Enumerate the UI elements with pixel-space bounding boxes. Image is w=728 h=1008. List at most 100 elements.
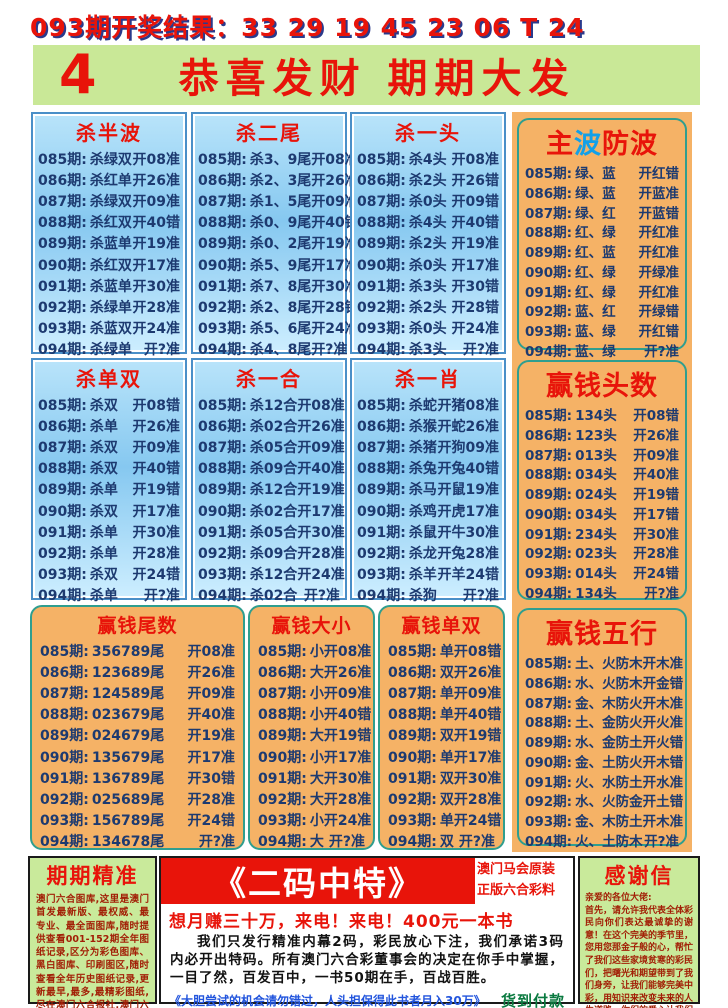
record-row: 087期: 绿、红 开蓝错 <box>525 202 679 222</box>
record-result: 开红错 <box>638 165 680 182</box>
record-period: 092期: <box>38 299 87 316</box>
record-period: 088期: <box>357 461 406 478</box>
record-result: 开40准 <box>297 461 345 478</box>
record-row: 086期: 杀猴 开蛇26准 <box>357 415 499 436</box>
erma-side-line2: 正版六合彩料 <box>477 883 556 898</box>
record-period: 090期: <box>198 503 247 520</box>
record-period: 085期: <box>357 151 406 168</box>
record-row: 091期: 火、水防土 开水准 <box>525 771 683 791</box>
title-char: 波 <box>574 129 602 160</box>
record-row: 093期: 156789尾 开24错 <box>40 810 235 831</box>
record-pick: 杀0、2尾 <box>249 236 312 253</box>
record-pick: 杀蓝双 <box>89 321 132 338</box>
record-row: 085期: 杀绿双 开08准 <box>38 148 180 169</box>
erma-banner-title: 《二码中特》 <box>161 858 475 904</box>
record-result: 开26准 <box>187 664 235 681</box>
record-pick: 杀蓝单 <box>89 278 132 295</box>
record-result: 开19准 <box>311 236 359 253</box>
box-body: 亲爱的各位大佬: 首先，请允许我代表全体彩民向你们表达最诚挚的谢意！在这个完美的… <box>585 893 694 1008</box>
record-pick: 023679尾 <box>91 707 165 724</box>
record-pick: 014头 <box>575 566 617 583</box>
record-result: 开火错 <box>642 735 684 752</box>
record-pick: 023头 <box>575 546 617 563</box>
record-result: 开09准 <box>132 439 180 456</box>
record-period: 094期: <box>525 834 573 851</box>
box-qiqi-jingzhun: 期期精准 澳门六合图库,这里是澳门首发最新版、最权威、最专业、最全面图库,随时提… <box>28 856 157 1008</box>
record-result: 开木准 <box>642 695 684 712</box>
record-pick: 杀龙 <box>408 545 437 562</box>
record-row: 090期: 杀5、9尾 开17准 <box>198 254 359 275</box>
record-result: 开28准 <box>187 791 235 808</box>
record-pick: 绿、蓝 <box>575 185 616 202</box>
record-row: 090期: 034头 开17错 <box>525 503 679 523</box>
record-pick: 杀4、8尾 <box>249 342 312 359</box>
record-pick: 杀5、6尾 <box>249 321 312 338</box>
record-period: 086期: <box>198 418 247 435</box>
record-pick: 杀双 <box>89 461 118 478</box>
record-period: 092期: <box>40 791 89 808</box>
record-row: 085期: 杀双 开08错 <box>38 394 180 415</box>
record-list: 085期: 356789尾 开08准 086期: 123689尾 开26准 087期: 124… <box>32 638 243 852</box>
record-period: 093期: <box>198 567 247 584</box>
record-list: 085期: 134头 开08错 086期: 123头 开26准 087期: 013头 开09准 0… <box>519 403 685 602</box>
record-result: 开28准 <box>132 545 180 562</box>
record-result: 开24错 <box>132 567 180 584</box>
record-pick: 水、金防土 <box>575 735 643 752</box>
record-pick: 234头 <box>575 526 617 543</box>
record-period: 087期: <box>40 685 89 702</box>
record-result: 开?准 <box>462 342 499 359</box>
record-row: 089期: 大开19错 <box>258 725 371 746</box>
record-row: 090期: 杀0头 开17准 <box>357 254 499 275</box>
panel-title: 杀一合 <box>236 367 302 391</box>
record-row: 093期: 金、木防土 开木准 <box>525 810 683 830</box>
record-period: 089期: <box>388 728 437 745</box>
record-result: 开蓝准 <box>638 185 680 202</box>
record-result: 开红准 <box>638 225 680 242</box>
record-period: 091期: <box>258 770 307 787</box>
record-period: 094期: <box>357 588 406 605</box>
record-result: 开?准 <box>328 834 365 851</box>
record-row: 093期: 杀12合 开24准 <box>198 564 345 585</box>
record-period: 092期: <box>198 299 247 316</box>
record-result: 开30准 <box>311 278 359 295</box>
record-row: 092期: 大开28准 <box>258 788 371 809</box>
record-pick: 红、蓝 <box>575 245 616 262</box>
record-pick: 杀羊 <box>408 567 437 584</box>
record-row: 088期: 023679尾 开40准 <box>40 704 235 725</box>
record-row: 085期: 小开08准 <box>258 640 371 661</box>
record-row: 091期: 红、绿 开红准 <box>525 281 679 301</box>
record-pick: 杀0头 <box>408 193 447 210</box>
record-pick: 杀单 <box>89 418 118 435</box>
record-pick: 杀02合 <box>249 503 298 520</box>
record-period: 092期: <box>357 545 406 562</box>
record-period: 092期: <box>388 791 437 808</box>
record-result: 开17准 <box>297 503 345 520</box>
record-pick: 杀4头 <box>408 215 447 232</box>
record-period: 087期: <box>525 205 573 222</box>
record-pick: 小 <box>309 685 324 702</box>
record-result: 开24准 <box>311 321 359 338</box>
record-result: 开兔28准 <box>437 545 499 562</box>
record-row: 094期: 杀狗 开?准 <box>357 585 499 606</box>
record-result: 开羊24错 <box>437 567 499 584</box>
record-result: 开24错 <box>187 813 235 830</box>
record-period: 093期: <box>388 813 437 830</box>
record-period: 090期: <box>40 749 89 766</box>
record-result: 开09准 <box>132 193 180 210</box>
record-row: 087期: 杀0头 开09错 <box>357 190 499 211</box>
record-period: 094期: <box>258 834 307 851</box>
record-result: 开?准 <box>303 588 340 605</box>
record-row: 088期: 小开40错 <box>258 704 371 725</box>
record-period: 091期: <box>525 774 573 791</box>
record-result: 开19准 <box>451 236 499 253</box>
box-body: 澳门六合图库,这里是澳门首发最新版、最权威、最专业、最全面图库,随时提供查看00… <box>36 894 149 1008</box>
record-list: 085期: 杀绿双 开08准 086期: 杀红单 开26准 087期: 杀绿双 开09准 088期… <box>33 146 185 360</box>
record-row: 088期: 034头 开40准 <box>525 463 679 483</box>
record-result: 开?准 <box>644 834 679 851</box>
record-period: 088期: <box>40 707 89 724</box>
record-result: 开鼠19准 <box>437 482 499 499</box>
record-row: 094期: 蓝、绿 开?准 <box>525 340 679 360</box>
record-row: 094期: 杀3头 开?准 <box>357 339 499 360</box>
record-row: 090期: 金、土防火 开木错 <box>525 751 683 771</box>
record-result: 开24准 <box>297 567 345 584</box>
